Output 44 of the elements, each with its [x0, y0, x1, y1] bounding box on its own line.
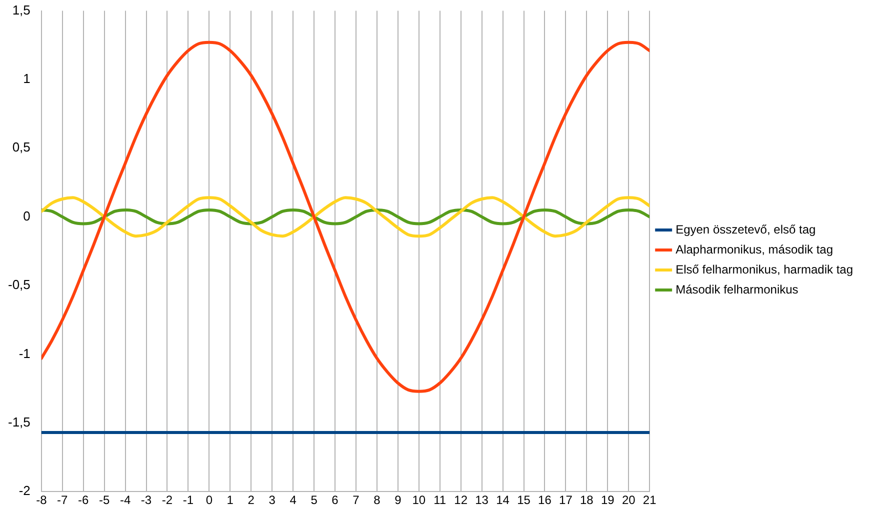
x-tick-label: 8	[374, 493, 381, 508]
x-tick-label: 14	[496, 493, 510, 508]
x-tick-label: -4	[120, 493, 131, 508]
x-tick-label: 7	[352, 493, 360, 508]
x-tick-label: -2	[162, 493, 173, 508]
x-tick-label: 3	[268, 493, 276, 508]
x-tick-label: 13	[475, 493, 489, 508]
x-tick-label: -6	[78, 493, 90, 508]
x-tick-label: 1	[226, 493, 234, 508]
line-series	[41, 208, 650, 226]
legend-label: Alapharmonikus, második tag	[676, 242, 834, 256]
y-tick-label: -0,5	[8, 277, 30, 292]
x-tick-label: 5	[310, 493, 318, 508]
x-tick-label: 6	[332, 493, 339, 508]
x-tick-label: 17	[559, 493, 573, 508]
x-tick-label: 0	[206, 493, 213, 508]
line-series	[41, 196, 650, 238]
x-tick-label: -5	[98, 493, 110, 508]
x-tick-label: 20	[622, 493, 636, 508]
line-series	[41, 40, 650, 393]
legend-label: Első felharmonikus, harmadik tag	[676, 262, 854, 276]
x-tick-label: -3	[140, 493, 152, 508]
legend-label: Második felharmonikus	[676, 282, 798, 296]
x-tick-label: 9	[394, 493, 402, 508]
x-tick-label: 21	[642, 493, 657, 508]
y-tick-label: -1,5	[8, 414, 30, 430]
x-tick-label: 19	[600, 493, 615, 508]
x-tick-label: 10	[412, 493, 426, 508]
x-tick-label: -1	[182, 493, 194, 508]
x-tick-label: -7	[57, 493, 68, 508]
legend-label: Egyen összetevő, első tag	[676, 222, 816, 236]
y-tick-label: 0,5	[12, 140, 30, 155]
x-tick-label: 18	[580, 493, 594, 508]
x-tick-label: 16	[538, 493, 552, 508]
x-tick-label: -8	[36, 493, 48, 508]
x-tick-label: 2	[248, 493, 255, 508]
x-tick-label: 15	[517, 493, 531, 508]
x-tick-label: 4	[290, 493, 297, 508]
x-tick-label: 12	[454, 493, 468, 508]
y-tick-label: 1	[23, 71, 30, 86]
y-tick-label: 1,5	[12, 2, 30, 18]
y-tick-label: 0	[23, 208, 30, 224]
x-tick-label: 11	[434, 493, 446, 508]
y-tick-label: -1	[18, 346, 30, 361]
